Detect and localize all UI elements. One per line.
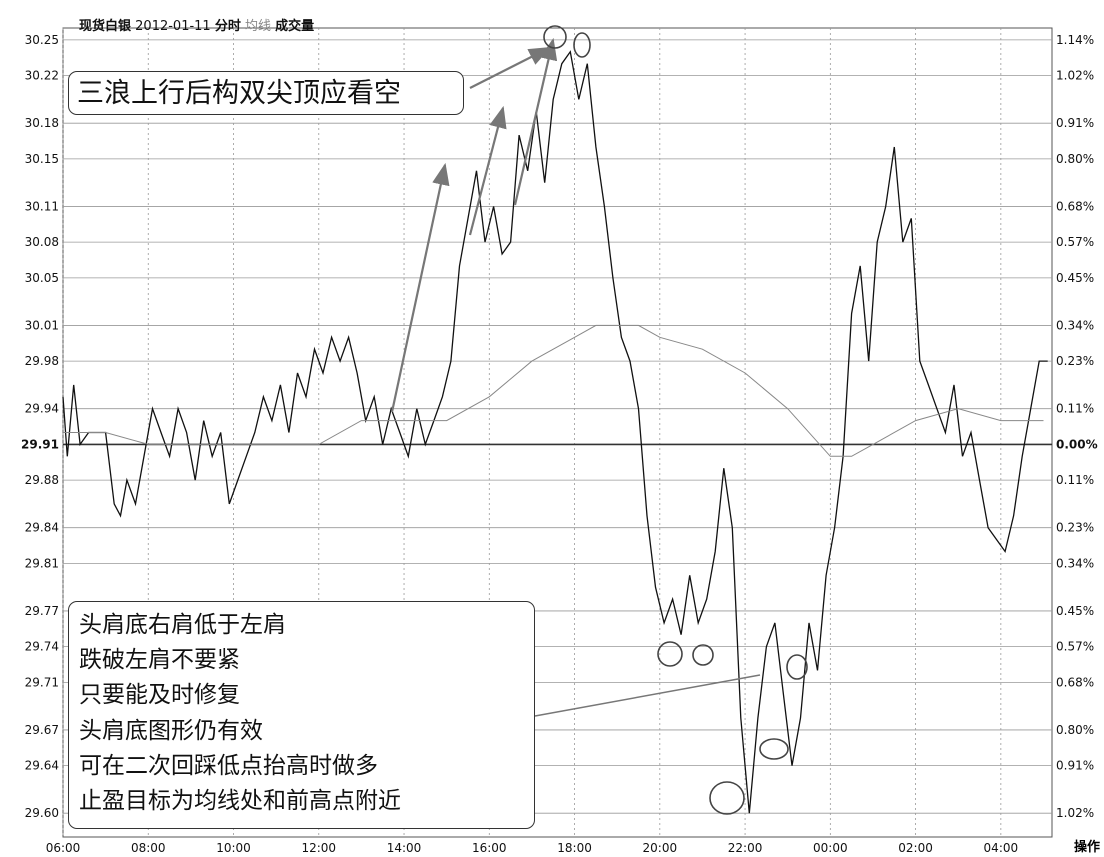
x-tick-label: 20:00 bbox=[643, 841, 678, 855]
y-tick-label-pct: 0.11% bbox=[1056, 402, 1094, 416]
chart-mode: 分时 bbox=[214, 19, 241, 34]
annotation-line: 跌破左肩不要紧 bbox=[79, 647, 240, 674]
x-tick-label: 14:00 bbox=[387, 841, 422, 855]
annotation-line: 头肩底图形仍有效 bbox=[79, 717, 263, 744]
y-tick-label: 29.60 bbox=[25, 806, 59, 820]
annotation-bottom: 头肩底右肩低于左肩 跌破左肩不要紧 只要能及时修复 头肩底图形仍有效 可在二次回… bbox=[68, 601, 535, 829]
y-tick-label-pct: 0.80% bbox=[1056, 152, 1094, 166]
y-tick-label: 30.18 bbox=[25, 116, 59, 130]
y-tick-label: 29.84 bbox=[25, 521, 59, 535]
annotation-line: 止盈目标为均线处和前高点附近 bbox=[79, 788, 401, 815]
x-tick-label: 04:00 bbox=[984, 841, 1019, 855]
y-tick-label-pct: 0.57% bbox=[1056, 640, 1094, 654]
pattern-circle bbox=[543, 25, 567, 49]
y-tick-label-pct: 0.57% bbox=[1056, 235, 1094, 249]
annotation-top: 三浪上行后构双尖顶应看空 bbox=[68, 71, 464, 115]
y-tick-label: 30.25 bbox=[25, 33, 59, 47]
y-tick-label: 30.08 bbox=[25, 235, 59, 249]
pattern-circle bbox=[709, 781, 745, 815]
x-tick-label: 10:00 bbox=[216, 841, 251, 855]
y-tick-label: 29.67 bbox=[25, 723, 59, 737]
x-tick-label: 12:00 bbox=[301, 841, 336, 855]
pattern-circle bbox=[657, 641, 683, 667]
y-axis-right: 1.14% 1.02% 0.91% 0.80% 0.68% 0.57% 0.45% 0.34%… bbox=[1056, 33, 1098, 820]
annotation-line: 头肩底右肩低于左肩 bbox=[79, 612, 286, 638]
volume-label: 成交量 bbox=[275, 19, 315, 34]
y-tick-label: 29.88 bbox=[25, 473, 59, 487]
y-tick-label: 29.74 bbox=[25, 640, 59, 654]
y-tick-label: 30.05 bbox=[25, 271, 59, 285]
x-tick-label: 00:00 bbox=[813, 841, 848, 855]
average-line bbox=[63, 324, 1044, 457]
y-tick-label: 29.81 bbox=[25, 556, 59, 570]
annotation-arrows bbox=[390, 37, 761, 717]
x-axis: 06:00 08:00 10:00 12:00 14:00 16:00 18:00 20:00… bbox=[46, 841, 1018, 855]
operate-button[interactable]: 操作 bbox=[1073, 840, 1100, 855]
instrument-name: 现货白银 bbox=[79, 19, 132, 34]
x-tick-label: 16:00 bbox=[472, 841, 507, 855]
y-tick-label: 30.11 bbox=[25, 199, 59, 213]
pattern-circle bbox=[786, 654, 808, 680]
x-tick-label: 06:00 bbox=[46, 841, 81, 855]
x-tick-label: 18:00 bbox=[557, 841, 592, 855]
series-lines bbox=[62, 50, 1048, 814]
annotation-line: 只要能及时修复 bbox=[79, 682, 240, 709]
y-tick-label: 29.98 bbox=[25, 354, 59, 368]
neckline-pointer bbox=[534, 674, 761, 717]
wave-arrow bbox=[468, 105, 507, 236]
y-tick-label: 30.15 bbox=[25, 152, 59, 166]
y-tick-label: 30.01 bbox=[25, 318, 59, 332]
y-tick-label-pct: 1.02% bbox=[1056, 69, 1094, 83]
y-tick-label-pct: 0.45% bbox=[1056, 604, 1094, 618]
y-tick-label: 29.77 bbox=[25, 604, 59, 618]
y-tick-label-pct: 0.68% bbox=[1056, 675, 1094, 689]
pattern-circle bbox=[692, 644, 714, 666]
y-tick-label-pct: 0.00% bbox=[1056, 437, 1098, 451]
y-tick-label-pct: 0.91% bbox=[1056, 116, 1094, 130]
x-tick-label: 02:00 bbox=[898, 841, 933, 855]
wave-arrow bbox=[390, 162, 450, 413]
avg-line-label: 均线 bbox=[245, 19, 272, 34]
price-line bbox=[62, 50, 1048, 814]
y-tick-label: 29.71 bbox=[25, 675, 59, 689]
annotation-circles bbox=[543, 25, 808, 815]
wave-arrow bbox=[513, 37, 558, 206]
annotation-line: 可在二次回踩低点抬高时做多 bbox=[79, 752, 378, 779]
y-tick-label-pct: 1.14% bbox=[1056, 33, 1094, 47]
y-tick-label-pct: 0.34% bbox=[1056, 318, 1094, 332]
x-tick-label: 08:00 bbox=[131, 841, 166, 855]
y-tick-label-pct: 0.34% bbox=[1056, 556, 1094, 570]
y-tick-label: 30.22 bbox=[25, 69, 59, 83]
y-tick-label: 29.64 bbox=[25, 759, 59, 773]
chart-header: 现货白银 2012-01-11 分时 均线 成交量 bbox=[79, 15, 314, 34]
pattern-circle bbox=[573, 32, 591, 58]
x-tick-label: 22:00 bbox=[728, 841, 763, 855]
y-axis-left: 30.25 30.22 30.18 30.15 30.11 30.08 30.05 30.01… bbox=[21, 33, 59, 820]
y-tick-label-pct: 0.91% bbox=[1056, 759, 1094, 773]
y-tick-label-pct: 0.23% bbox=[1056, 354, 1094, 368]
y-tick-label-pct: 0.11% bbox=[1056, 473, 1094, 487]
y-tick-label-pct: 0.45% bbox=[1056, 271, 1094, 285]
y-tick-label: 29.91 bbox=[21, 437, 59, 451]
pattern-circle bbox=[759, 738, 789, 760]
y-tick-label-pct: 0.23% bbox=[1056, 521, 1094, 535]
y-tick-label: 29.94 bbox=[25, 402, 59, 416]
wave-arrow bbox=[469, 47, 551, 89]
chart-date: 2012-01-11 bbox=[135, 19, 211, 34]
y-tick-label-pct: 0.68% bbox=[1056, 199, 1094, 213]
y-tick-label-pct: 0.80% bbox=[1056, 723, 1094, 737]
y-tick-label-pct: 1.02% bbox=[1056, 806, 1094, 820]
